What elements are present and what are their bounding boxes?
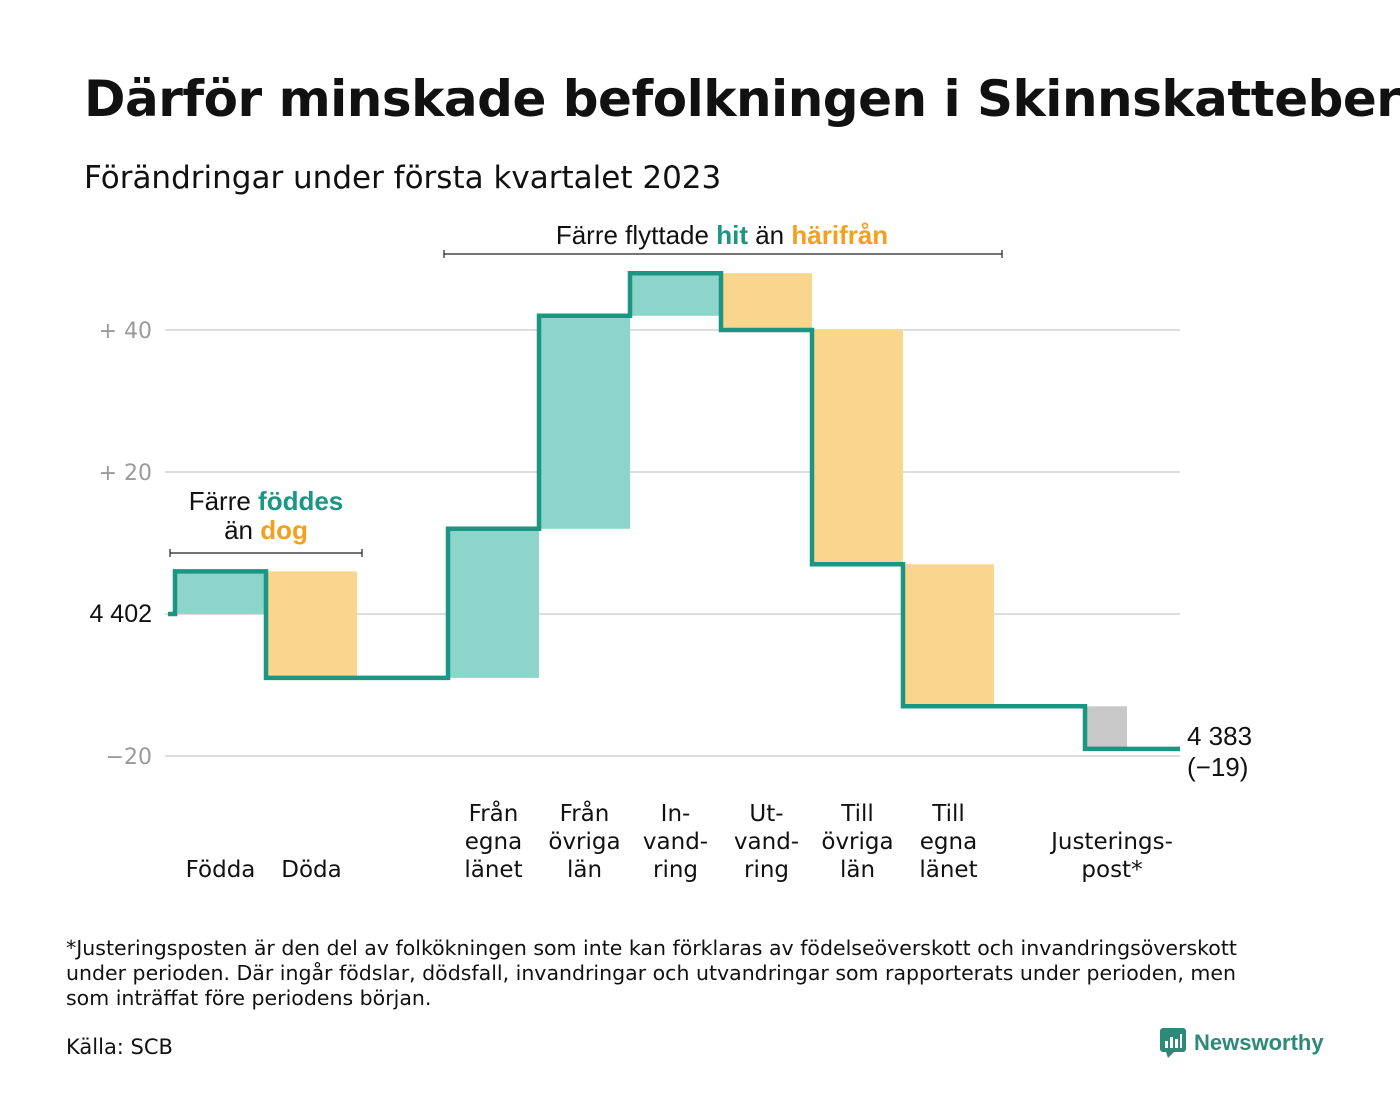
category-label-line: Justerings- xyxy=(1049,829,1173,855)
category-label-line: Från xyxy=(469,799,519,827)
end-value-label: 4 383 xyxy=(1187,721,1252,751)
category-label-line: Ut- xyxy=(749,801,783,827)
waterfall-bar xyxy=(812,330,903,565)
chart-subtitle: Förändringar under första kvartalet 2023 xyxy=(84,160,722,196)
cumulative-step-line xyxy=(168,270,1180,752)
newsworthy-logo-icon xyxy=(1160,1028,1186,1058)
category-label: Från övriga län xyxy=(548,799,620,883)
category-label-line: Till xyxy=(931,801,965,827)
category-label-line: Från xyxy=(560,799,610,827)
category-label-line: egna xyxy=(465,829,522,855)
category-label-line: länet xyxy=(919,857,977,883)
category-label-line: egna xyxy=(920,829,977,855)
annotation-part: än xyxy=(748,220,791,250)
waterfall-bar xyxy=(903,564,994,707)
brand-name: Newsworthy xyxy=(1194,1030,1324,1055)
category-label-line: Döda xyxy=(281,857,341,883)
category-label-line: län xyxy=(840,857,875,883)
footnote: *Justeringsposten är den del av folkökni… xyxy=(66,936,1346,1011)
end-change-label: (−19) xyxy=(1187,752,1248,782)
category-label-line: övriga xyxy=(821,829,893,855)
annotation-part: Färre flyttade xyxy=(556,220,716,250)
annotation-part: än xyxy=(224,515,260,545)
category-label-line: post* xyxy=(1081,857,1142,883)
annotation-migration: Färre flyttade hit än härifrån xyxy=(556,220,888,250)
category-label: Justerings-post* xyxy=(1049,829,1173,883)
waterfall-bar xyxy=(721,273,812,330)
waterfall-bar xyxy=(539,315,630,529)
waterfall-bar xyxy=(266,571,357,678)
category-label-line: vand- xyxy=(734,829,799,855)
category-label-line: ring xyxy=(653,857,698,883)
annotation-births: Färre föddes xyxy=(189,486,344,516)
category-label-line: Till xyxy=(840,801,874,827)
y-tick-label: + 20 xyxy=(99,461,152,486)
category-label-line: län xyxy=(567,857,602,883)
annotation-part: härifrån xyxy=(791,220,888,250)
category-label: Födda xyxy=(186,857,256,883)
y-tick-label: −20 xyxy=(106,745,152,770)
annotation-deaths: än dog xyxy=(224,515,308,545)
category-label-line: länet xyxy=(464,857,522,883)
category-label: Ut-vand-ring xyxy=(734,801,799,883)
waterfall-bar xyxy=(448,528,539,678)
category-label: Till egna länet xyxy=(919,801,977,883)
waterfall-bar xyxy=(630,273,721,316)
category-label-line: In- xyxy=(661,801,691,827)
source-label: Källa: SCB xyxy=(66,1035,173,1059)
brand-logo: Newsworthy xyxy=(1160,1028,1324,1058)
category-label: In-vand-ring xyxy=(643,801,708,883)
category-label: Döda xyxy=(281,857,341,883)
category-label-line: vand- xyxy=(643,829,708,855)
annotation-part: dog xyxy=(260,515,308,545)
y-tick-label: + 40 xyxy=(99,319,152,344)
waterfall-bar xyxy=(175,571,266,614)
category-label-line: övriga xyxy=(548,829,620,855)
footnote-line: som inträffat före periodens början. xyxy=(66,986,432,1010)
annotation-part: Färre xyxy=(189,486,258,516)
category-label: Till övriga län xyxy=(821,801,893,883)
waterfall-bar xyxy=(1085,706,1127,749)
footnote-line: *Justeringsposten är den del av folkökni… xyxy=(66,936,1237,960)
annotation-part: föddes xyxy=(258,486,343,516)
category-label-line: Födda xyxy=(186,857,256,883)
category-label: Från egna länet xyxy=(464,799,522,883)
start-value-label: 4 402 xyxy=(89,600,152,628)
annotation-part: hit xyxy=(716,220,748,250)
chart-title: Därför minskade befolkningen i Skinnskat… xyxy=(84,70,1400,128)
category-label-line: ring xyxy=(744,857,789,883)
footnote-line: under perioden. Där ingår födslar, dödsf… xyxy=(66,961,1236,985)
